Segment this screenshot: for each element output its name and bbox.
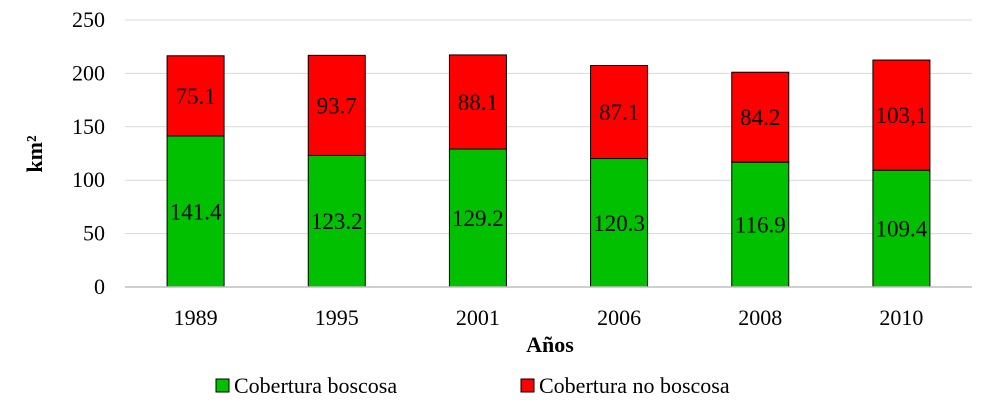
x-tick-label: 2006 xyxy=(597,305,641,330)
legend-swatch-cobertura-no-boscosa xyxy=(520,378,535,393)
gridlines xyxy=(125,19,972,235)
bar-cobertura-no-boscosa xyxy=(307,54,366,156)
y-tick-label: 200 xyxy=(72,60,105,85)
data-label: 129.2 xyxy=(452,206,504,231)
bar-cobertura-boscosa xyxy=(872,169,931,288)
y-tick-label: 0 xyxy=(94,274,105,299)
legend-label-cobertura-no-boscosa: Cobertura no boscosa xyxy=(539,373,730,398)
y-axis-label: km² xyxy=(22,135,47,173)
bar-cobertura-no-boscosa xyxy=(590,64,649,160)
y-tick-label: 100 xyxy=(72,167,105,192)
data-label: 93.7 xyxy=(317,93,357,118)
x-tick-label: 2010 xyxy=(879,305,923,330)
x-tick-label: 2001 xyxy=(456,305,500,330)
bars: 141.4 75.1 123.2 93.7 129.2 88.1 120.3 87.1 116.… xyxy=(166,54,931,288)
bar-cobertura-no-boscosa xyxy=(448,54,507,150)
data-label: 141.4 xyxy=(170,199,222,224)
bar-cobertura-no-boscosa xyxy=(731,71,790,163)
data-label: 103,1 xyxy=(876,103,928,128)
data-label: 123.2 xyxy=(311,209,363,234)
bar-cobertura-no-boscosa xyxy=(872,59,931,171)
y-tick-label: 150 xyxy=(72,114,105,139)
data-label: 88.1 xyxy=(458,90,498,115)
data-label: 109.4 xyxy=(876,217,928,242)
data-label: 116.9 xyxy=(735,213,786,238)
bar-cobertura-boscosa xyxy=(166,135,225,288)
y-tick-label: 50 xyxy=(83,221,105,246)
legend-swatch-cobertura-boscosa xyxy=(215,378,230,393)
x-tick-label: 2008 xyxy=(738,305,782,330)
bar-cobertura-no-boscosa xyxy=(166,55,225,137)
data-label: 75.1 xyxy=(175,84,215,109)
x-tick-label: 1989 xyxy=(174,305,218,330)
bar-cobertura-boscosa xyxy=(590,158,649,288)
data-label: 120.3 xyxy=(593,211,645,236)
legend: Cobertura boscosa Cobertura no boscosa xyxy=(215,373,730,398)
axes: 0 50 100 150 200 250 1989 1995 2001 2006 2008 2010 xyxy=(72,7,972,330)
bar-cobertura-boscosa xyxy=(731,161,790,288)
data-label: 87.1 xyxy=(599,100,639,125)
y-tick-label: 250 xyxy=(72,7,105,32)
legend-label-cobertura-boscosa: Cobertura boscosa xyxy=(234,373,397,398)
data-label: 84.2 xyxy=(740,105,780,130)
x-axis-label: Años xyxy=(526,332,574,357)
x-tick-label: 1995 xyxy=(315,305,359,330)
